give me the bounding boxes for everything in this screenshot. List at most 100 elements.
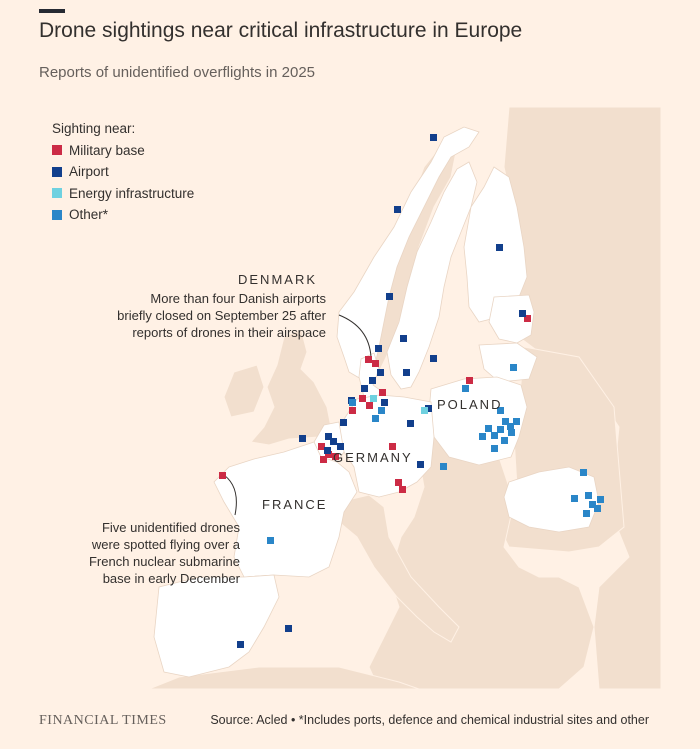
annotation-france: Five unidentified drones were spotted fl… [40,519,240,587]
marker-airport [299,435,306,442]
annotation-denmark: More than four Danish airports briefly c… [100,290,326,341]
denmark-leader-line [338,314,372,358]
land-ireland [223,364,265,418]
marker-airport [375,345,382,352]
marker-other [479,433,486,440]
marker-airport [381,399,388,406]
legend-label: Military base [69,142,145,158]
marker-other [507,423,514,430]
land-finland [463,166,528,323]
legend-item-energy-infrastructure: Energy infrastructure [52,183,194,205]
marker-military-base [349,407,356,414]
marker-other [462,385,469,392]
legend-swatch [52,188,62,199]
marker-military-base [399,486,406,493]
land-romania [503,466,600,533]
marker-airport [386,293,393,300]
marker-other [508,429,515,436]
legend-item-military-base: Military base [52,140,194,162]
marker-airport [519,310,526,317]
country-label-france: FRANCE [262,497,328,512]
marker-military-base [389,443,396,450]
ft-logo: FINANCIAL TIMES [39,713,167,728]
marker-other [501,437,508,444]
marker-other [378,407,385,414]
marker-military-base [372,360,379,367]
marker-other [585,492,592,499]
source-note: Source: Acled • *Includes ports, defence… [210,713,649,727]
marker-airport [285,625,292,632]
marker-other [513,418,520,425]
marker-other [440,463,447,470]
marker-airport [430,355,437,362]
legend-item-other: Other* [52,204,194,226]
marker-airport [417,461,424,468]
marker-other [497,407,504,414]
marker-other [497,426,504,433]
marker-other [349,399,356,406]
land-italy [338,494,460,643]
marker-airport [237,641,244,648]
marker-airport [361,385,368,392]
land-spain [153,574,280,678]
chart-subtitle: Reports of unidentified overflights in 2… [39,64,316,81]
marker-other [485,425,492,432]
marker-military-base [524,315,531,322]
land-africa [148,666,420,689]
marker-airport [425,405,432,412]
marker-other [267,537,274,544]
sighting-markers [219,134,604,648]
legend-label: Airport [69,164,109,179]
marker-military-base [366,402,373,409]
legend-label: Other* [69,207,109,222]
marker-other [502,418,509,425]
marker-airport [340,419,347,426]
marker-military-base [359,395,366,402]
land-france [213,441,358,578]
marker-military-base [395,479,402,486]
marker-military-base [365,356,372,363]
marker-airport [403,369,410,376]
marker-other [597,496,604,503]
marker-other [491,432,498,439]
annotation-denmark-text: More than four Danish airports briefly c… [117,291,326,340]
marker-airport [324,447,331,454]
legend-swatch [52,145,62,156]
marker-other [580,469,587,476]
marker-energy-infrastructure [370,395,377,402]
marker-energy-infrastructure [421,407,428,414]
country-label-denmark: DENMARK [238,272,318,287]
marker-airport [337,443,344,450]
annotation-france-text: Five unidentified drones were spotted fl… [88,520,240,586]
legend-item-airport: Airport [52,161,194,183]
marker-airport [330,438,337,445]
marker-military-base [325,451,332,458]
marker-airport [325,433,332,440]
land-sweden-white [386,161,478,390]
marker-airport [400,335,407,342]
map-svg [39,107,661,689]
legend-title: Sighting near: [52,121,136,136]
marker-other [594,505,601,512]
marker-airport [369,377,376,384]
marker-other [583,510,590,517]
country-label-poland: POLAND [437,397,503,412]
legend-swatch [52,209,62,220]
marker-other [491,445,498,452]
land-baltics [488,294,535,344]
map-legend: Sighting near: Military base Airport Ene… [52,118,194,226]
marker-other [510,364,517,371]
marker-airport [394,206,401,213]
land-lithuania [478,342,538,383]
country-label-germany: GERMANY [333,450,413,465]
legend-swatch [52,166,62,177]
marker-airport [377,369,384,376]
marker-other [571,495,578,502]
europe-map [39,107,661,689]
legend-label: Energy infrastructure [69,185,195,201]
marker-military-base [318,443,325,450]
marker-airport [407,420,414,427]
marker-airport [496,244,503,251]
title-rule [39,9,65,13]
marker-military-base [466,377,473,384]
